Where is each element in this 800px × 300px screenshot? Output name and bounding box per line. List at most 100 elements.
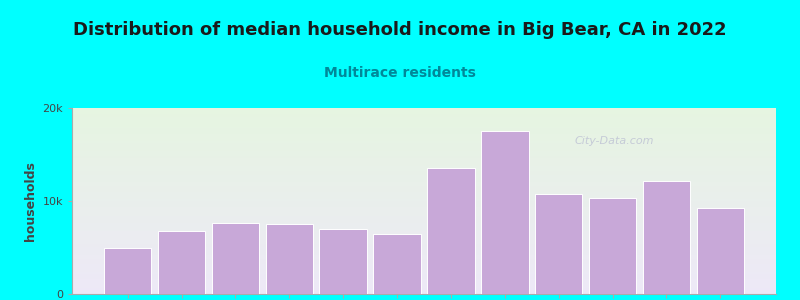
Bar [72,171,776,173]
Bar [72,140,776,142]
Bar [72,257,776,259]
Bar [535,194,582,294]
Bar [72,188,776,190]
Bar [72,218,776,220]
Bar [374,233,421,294]
Bar [72,249,776,251]
Bar [72,251,776,253]
Bar [72,162,776,164]
Bar [72,205,776,207]
Bar [72,142,776,143]
Bar [72,201,776,203]
Bar [72,221,776,223]
Bar [72,246,776,248]
Bar [72,136,776,138]
Bar [72,225,776,227]
Bar [72,216,776,218]
Bar [72,229,776,231]
Bar [697,208,744,294]
Bar [72,128,776,130]
Bar [72,154,776,156]
Bar [72,186,776,188]
Bar [72,279,776,281]
Bar [72,277,776,279]
Text: City-Data.com: City-Data.com [574,136,654,146]
Bar [72,266,776,268]
Bar [72,235,776,236]
Bar [72,147,776,149]
Bar [427,168,474,294]
Bar [72,169,776,171]
Bar [72,231,776,233]
Bar [72,194,776,195]
Bar [72,227,776,229]
Bar [72,190,776,192]
Bar [72,207,776,208]
Bar [72,223,776,225]
Bar [72,132,776,134]
Bar [72,255,776,257]
Bar [72,283,776,285]
Bar [72,182,776,184]
Bar [72,156,776,158]
Bar [72,119,776,121]
Bar [72,259,776,260]
Bar [72,238,776,240]
Bar [72,173,776,175]
Bar [72,151,776,153]
Bar [104,248,151,294]
Bar [72,181,776,182]
Bar [72,127,776,128]
Bar [72,288,776,290]
Bar [72,149,776,151]
Bar [72,274,776,275]
Bar [72,164,776,166]
Bar [72,175,776,177]
Bar [72,195,776,197]
Bar [72,116,776,117]
Bar [72,123,776,125]
Bar [72,232,776,235]
Bar [72,192,776,194]
Bar [72,262,776,264]
Bar [72,285,776,286]
Bar [72,167,776,169]
Bar [72,179,776,181]
Bar [72,160,776,162]
Bar [72,253,776,255]
Bar [72,121,776,123]
Bar [72,214,776,216]
Bar [72,125,776,127]
Bar [72,220,776,221]
Bar [72,244,776,246]
Bar [72,270,776,272]
Bar [481,131,529,294]
Bar [72,134,776,136]
Bar [72,236,776,238]
Bar [72,275,776,277]
Bar [72,268,776,270]
Bar [72,197,776,199]
Y-axis label: households: households [24,161,37,241]
Bar [72,143,776,145]
Bar [212,223,259,294]
Bar [72,114,776,116]
Bar [72,292,776,294]
Bar [266,224,313,294]
Bar [72,166,776,167]
Bar [72,177,776,179]
Text: Multirace residents: Multirace residents [324,66,476,80]
Bar [72,242,776,244]
Bar [72,110,776,112]
Bar [72,210,776,212]
Bar [72,290,776,292]
Bar [72,281,776,283]
Bar [72,260,776,262]
Bar [72,240,776,242]
Bar [642,181,690,294]
Bar [72,153,776,154]
Bar [72,112,776,114]
Bar [72,212,776,214]
Bar [589,198,636,294]
Bar [319,229,367,294]
